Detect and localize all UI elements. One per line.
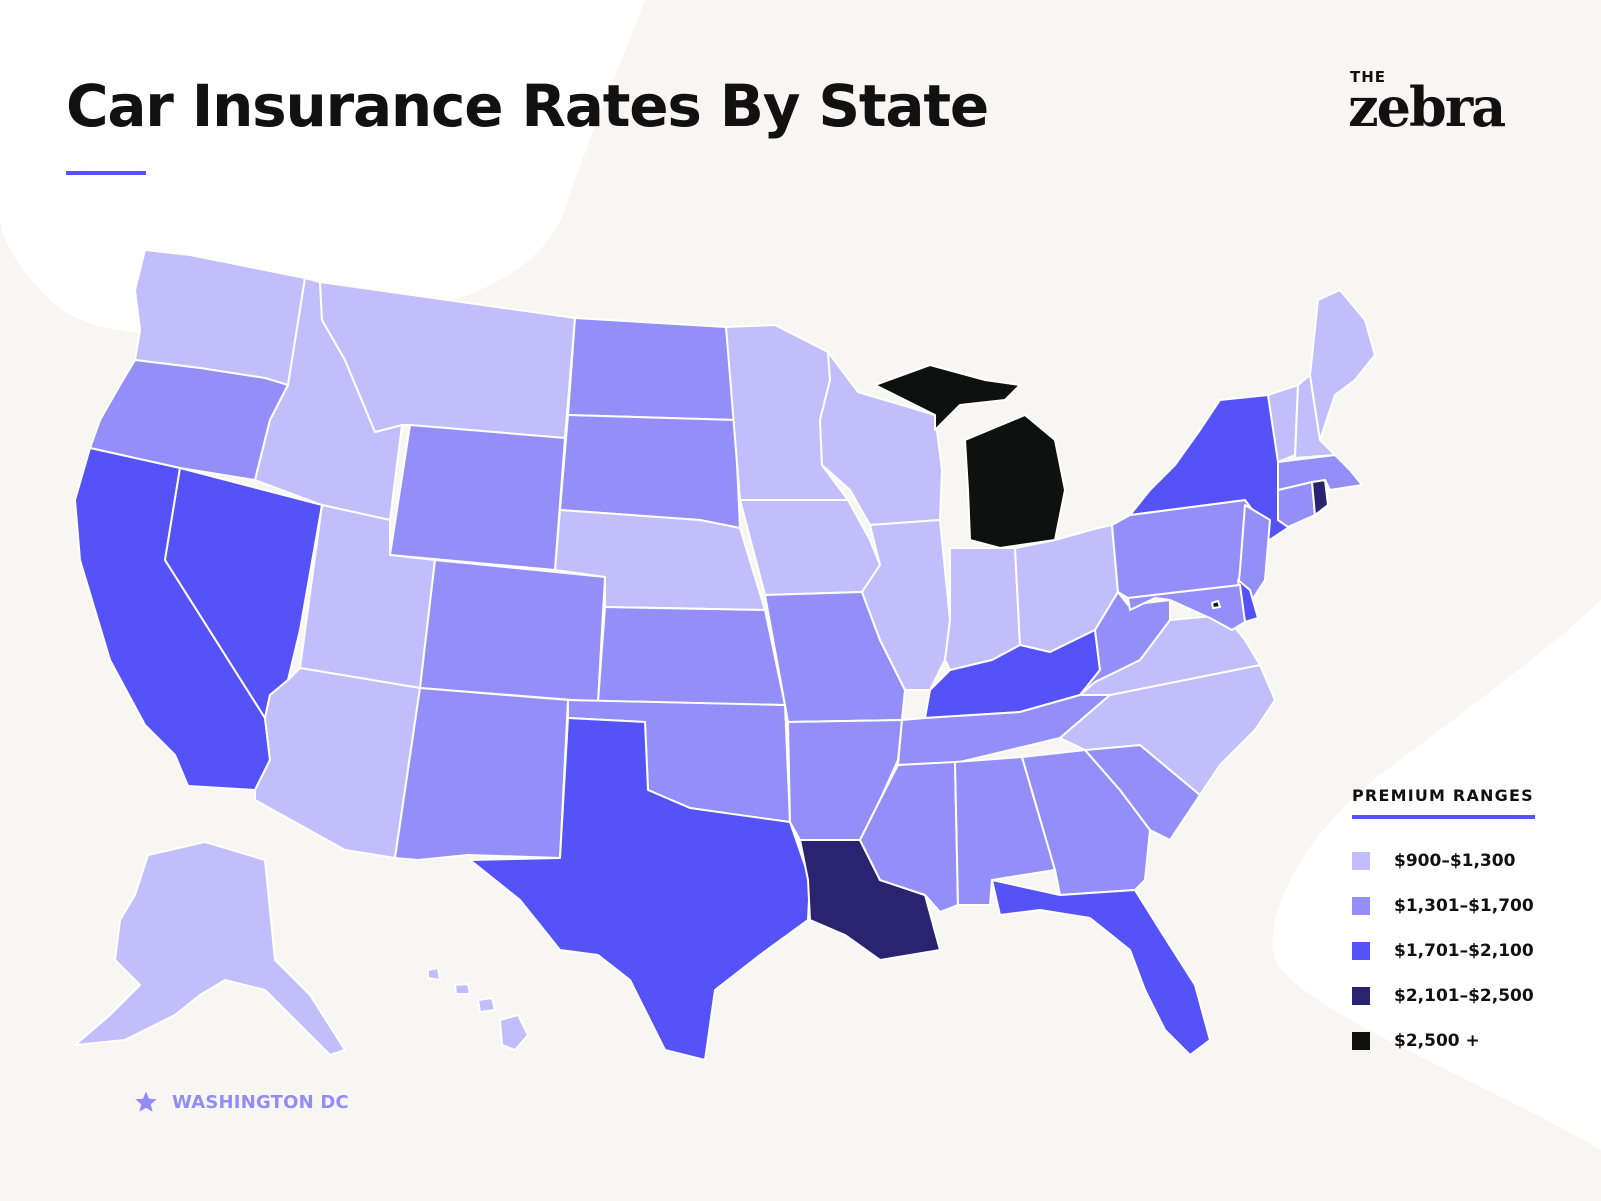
state-ak [74,841,346,1056]
legend-swatch [1352,941,1370,960]
title-underline [66,171,146,175]
state-ia [739,499,881,596]
legend-label: $2,101–$2,500 [1394,985,1534,1006]
state-ks [597,606,786,706]
legend: PREMIUM RANGES $900–$1,300 $1,301–$1,700… [1352,786,1538,1063]
legend-item: $1,301–$1,700 [1352,883,1538,928]
legend-label: $2,500 + [1394,1030,1480,1051]
state-nh [1294,374,1336,459]
legend-swatch [1352,851,1370,870]
legend-item: $2,500 + [1352,1018,1538,1063]
state-nd [567,317,736,421]
dc-label: WASHINGTON DC [172,1091,349,1113]
legend-item: $2,101–$2,500 [1352,973,1538,1018]
legend-label: $1,701–$2,100 [1394,940,1534,961]
legend-label: $1,301–$1,700 [1394,895,1534,916]
state-fl [991,879,1211,1056]
state-nm [394,687,569,861]
logo-wordmark: zebra [1348,75,1506,139]
state-ma [1277,454,1363,491]
state-md [1127,584,1246,631]
page-title: Car Insurance Rates By State [66,72,989,140]
state-wv [1079,591,1171,696]
state-tx [469,717,811,1061]
state-az [254,667,421,859]
legend-swatch [1352,986,1370,1005]
legend-label: $900–$1,300 [1394,850,1516,871]
state-hi [427,967,529,1051]
brand-logo: THE zebra [1348,68,1538,139]
state-ri [1311,479,1329,516]
state-dc [1211,600,1221,609]
state-wy [389,424,566,571]
dc-marker: WASHINGTON DC [134,1090,349,1114]
legend-item: $900–$1,300 [1352,838,1538,883]
state-co [419,559,606,703]
star-icon [135,1091,157,1112]
legend-swatch [1352,1031,1370,1050]
legend-swatch [1352,896,1370,915]
logo-prefix: THE [1350,68,1387,86]
legend-title: PREMIUM RANGES [1352,786,1534,805]
legend-item: $1,701–$2,100 [1352,928,1538,973]
state-me [1309,289,1376,441]
legend-underline [1352,815,1535,819]
state-il [861,519,951,691]
